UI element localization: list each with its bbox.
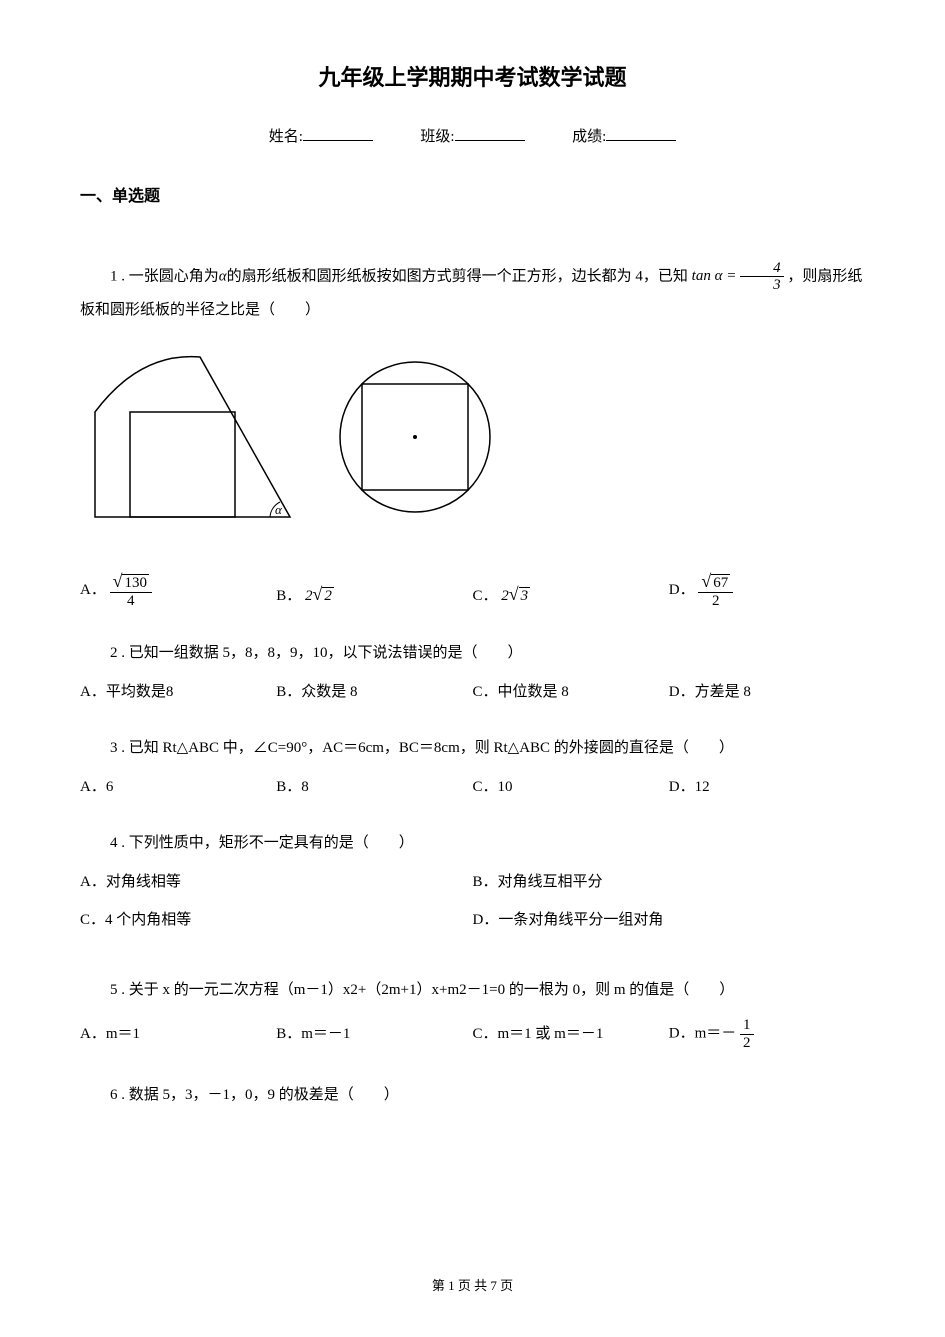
tan-frac: 43	[740, 260, 784, 294]
q1-text: 1 . 一张圆心角为α的扇形纸板和圆形纸板按如图方式剪得一个正方形，边长都为 4…	[80, 260, 865, 327]
score-label: 成绩:	[572, 129, 606, 145]
question-6: 6 . 数据 5，3，－1，0，9 的极差是（ ）	[80, 1079, 865, 1112]
class-label: 班级:	[420, 129, 454, 145]
optD-den: 2	[698, 593, 733, 610]
q4-optB: B．对角线互相平分	[473, 870, 866, 894]
optD-label: D．	[669, 582, 695, 598]
q5-options: A．m＝1 B．m＝－1 C．m＝1 或 m＝－1 D．m＝－ 12	[80, 1017, 865, 1051]
optA-frac: √130 4	[110, 572, 152, 609]
q2-text: 2 . 已知一组数据 5，8，8，9，10，以下说法错误的是（ ）	[80, 637, 865, 670]
question-1: 1 . 一张圆心角为α的扇形纸板和圆形纸板按如图方式剪得一个正方形，边长都为 4…	[80, 260, 865, 609]
q2-optD: D．方差是 8	[669, 680, 865, 704]
optA-label: A．	[80, 582, 106, 598]
q3-optD: D．12	[669, 775, 865, 799]
optB-rad: 2	[322, 587, 334, 604]
q4-optD: D．一条对角线平分一组对角	[473, 908, 866, 932]
optC-label: C．	[473, 588, 498, 604]
q5-optB: B．m＝－1	[276, 1022, 472, 1046]
optB-coef: 2	[305, 588, 313, 604]
q3-optC: C．10	[473, 775, 669, 799]
q1-optC: C． 2√3	[473, 580, 669, 609]
class-blank	[455, 126, 525, 141]
alpha-symbol: α	[219, 268, 227, 284]
q4-optA: A．对角线相等	[80, 870, 473, 894]
q4-optC: C．4 个内角相等	[80, 908, 473, 932]
info-row: 姓名: 班级: 成绩:	[80, 125, 865, 149]
optA-den: 4	[110, 593, 152, 610]
optC-rad: 3	[519, 587, 531, 604]
optB-label: B．	[276, 588, 301, 604]
q5-optD-num: 1	[740, 1017, 754, 1035]
q5-text: 5 . 关于 x 的一元二次方程（m－1）x2+（2m+1）x+m2－1=0 的…	[80, 974, 865, 1007]
q3-text: 3 . 已知 Rt△ABC 中，∠C=90°，AC＝6cm，BC＝8cm，则 R…	[80, 732, 865, 765]
q1-optB: B． 2√2	[276, 580, 472, 609]
q5-optD-frac: 12	[740, 1017, 754, 1051]
q1-optA: A． √130 4	[80, 572, 276, 609]
q1-mid: 的扇形纸板和圆形纸板按如图方式剪得一个正方形，边长都为 4，已知	[227, 268, 688, 284]
score-blank	[606, 126, 676, 141]
question-5: 5 . 关于 x 的一元二次方程（m－1）x2+（2m+1）x+m2－1=0 的…	[80, 974, 865, 1051]
q2-optC: C．中位数是 8	[473, 680, 669, 704]
q2-optA: A．平均数是8	[80, 680, 276, 704]
q1-prefix: 1 . 一张圆心角为	[110, 268, 219, 284]
name-label: 姓名:	[269, 129, 303, 145]
q2-options: A．平均数是8 B．众数是 8 C．中位数是 8 D．方差是 8	[80, 680, 865, 704]
section-header: 一、单选题	[80, 184, 865, 210]
page-title: 九年级上学期期中考试数学试题	[80, 60, 865, 95]
q5-optD: D．m＝－ 12	[669, 1017, 865, 1051]
name-blank	[303, 126, 373, 141]
sector-figure: α	[80, 342, 300, 532]
q5-optA: A．m＝1	[80, 1022, 276, 1046]
question-2: 2 . 已知一组数据 5，8，8，9，10，以下说法错误的是（ ） A．平均数是…	[80, 637, 865, 704]
q3-options: A．6 B．8 C．10 D．12	[80, 775, 865, 799]
q5-optC: C．m＝1 或 m＝－1	[473, 1022, 669, 1046]
q2-optB: B．众数是 8	[276, 680, 472, 704]
q4-text: 4 . 下列性质中，矩形不一定具有的是（ ）	[80, 827, 865, 860]
q3-optB: B．8	[276, 775, 472, 799]
question-4: 4 . 下列性质中，矩形不一定具有的是（ ） A．对角线相等 B．对角线互相平分…	[80, 827, 865, 946]
optD-num: 67	[711, 574, 730, 591]
q6-text: 6 . 数据 5，3，－1，0，9 的极差是（ ）	[80, 1079, 865, 1112]
q3-optA: A．6	[80, 775, 276, 799]
tan-den: 3	[740, 277, 784, 294]
q1-figures: α	[80, 342, 865, 532]
tan-expr: tan α = 43	[692, 268, 788, 284]
tan-prefix: tan α =	[692, 268, 737, 284]
circle-figure	[330, 352, 500, 522]
page-footer: 第 1 页 共 7 页	[0, 1276, 945, 1297]
q5-optD-den: 2	[740, 1035, 754, 1052]
optD-frac: √67 2	[698, 572, 733, 609]
question-3: 3 . 已知 Rt△ABC 中，∠C=90°，AC＝6cm，BC＝8cm，则 R…	[80, 732, 865, 799]
q4-options: A．对角线相等 B．对角线互相平分 C．4 个内角相等 D．一条对角线平分一组对…	[80, 870, 865, 946]
q5-optD-label: D．m＝－	[669, 1026, 737, 1042]
tan-num: 4	[740, 260, 784, 278]
optA-num: 130	[122, 574, 149, 591]
optC-coef: 2	[501, 588, 509, 604]
svg-text:α: α	[275, 502, 283, 517]
q1-options: A． √130 4 B． 2√2 C． 2√3 D． √67 2	[80, 572, 865, 609]
q1-optD: D． √67 2	[669, 572, 865, 609]
